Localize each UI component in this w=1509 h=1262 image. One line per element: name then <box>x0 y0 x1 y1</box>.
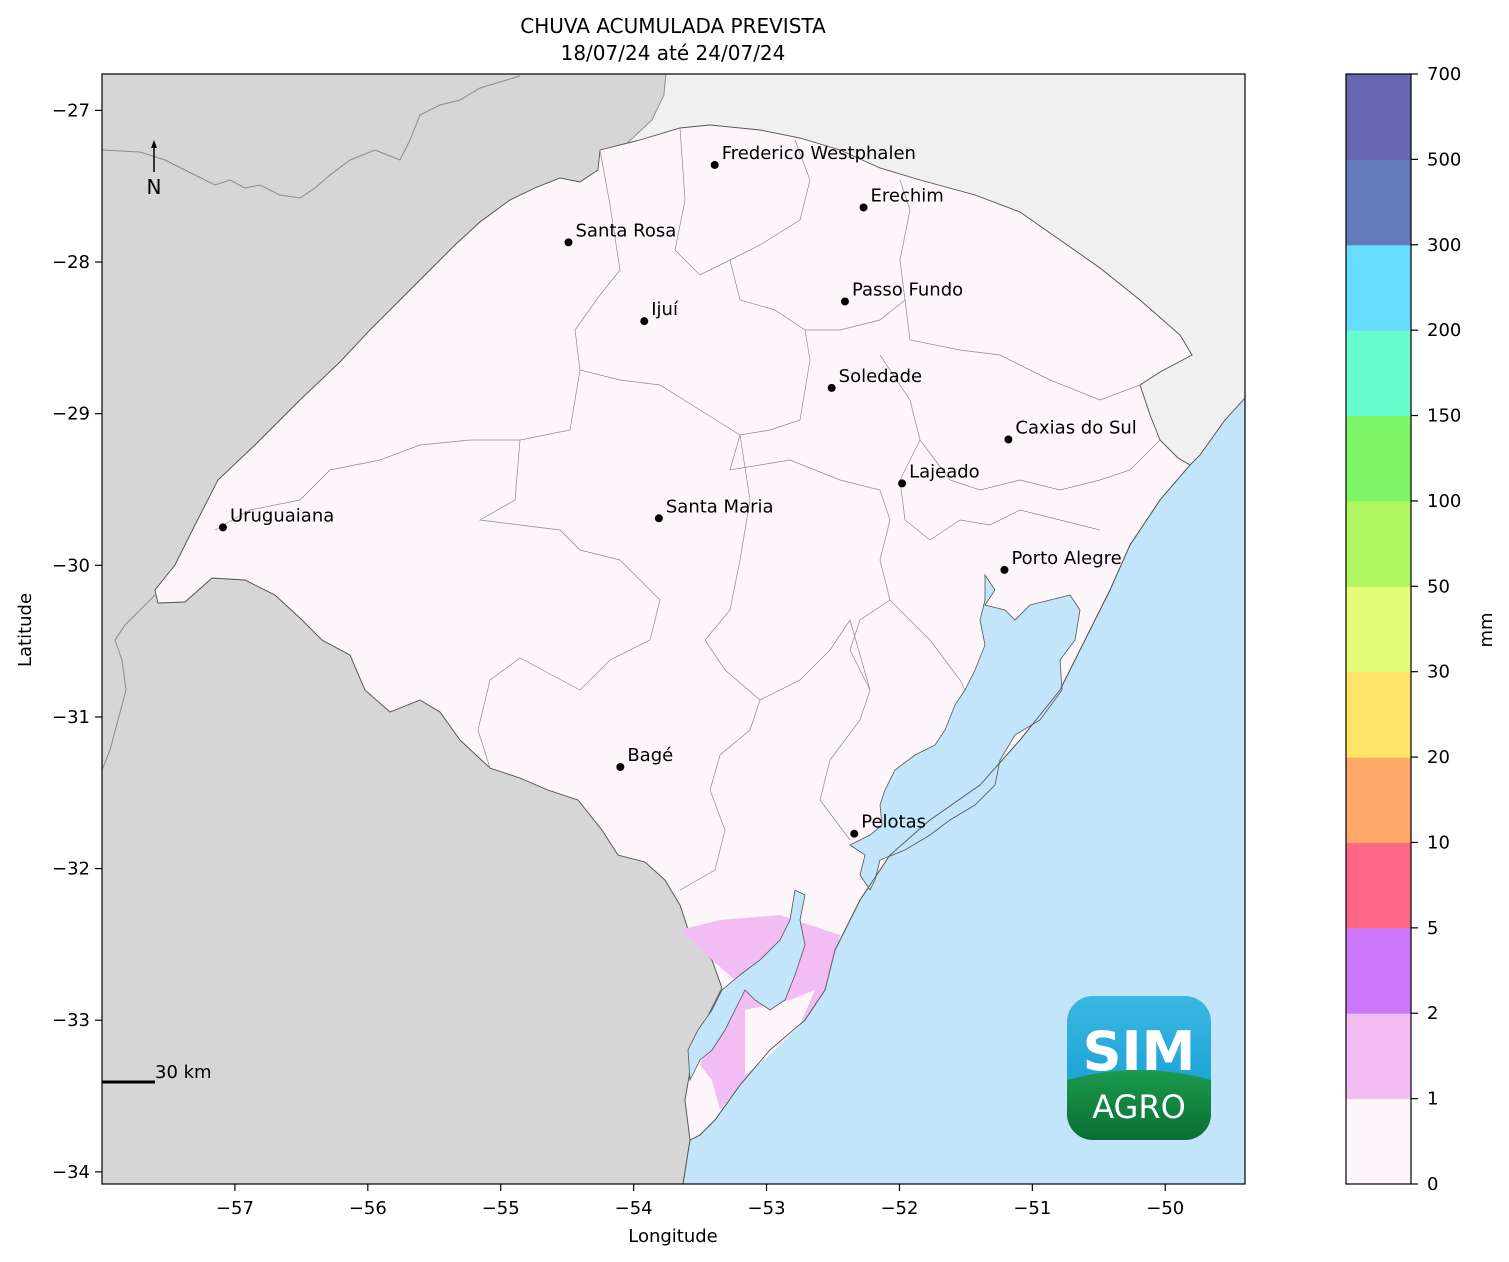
city-marker <box>564 238 573 247</box>
y-tick-label: −31 <box>52 707 90 728</box>
city-label: Pelotas <box>861 812 926 833</box>
rain-gap-south <box>745 990 815 1075</box>
city-label: Ijuí <box>651 299 679 320</box>
x-tick-label: −51 <box>1013 1198 1051 1219</box>
city-label: Erechim <box>871 185 944 206</box>
colorbar-tick-label: 5 <box>1427 918 1438 939</box>
x-tick-label: −52 <box>880 1198 918 1219</box>
city-label: Uruguaiana <box>230 505 334 526</box>
y-axis-ticks: −27 −28 −29 −30 −31 −32 −33 −34 <box>52 100 102 1183</box>
colorbar-label: mm <box>1476 612 1497 647</box>
colorbar-segment <box>1346 330 1411 417</box>
coastline <box>682 397 1245 1184</box>
city-label: Passo Fundo <box>852 279 963 300</box>
city-marker <box>859 203 868 212</box>
x-tick-label: −55 <box>482 1198 520 1219</box>
city-marker <box>850 829 859 838</box>
city-label: Bagé <box>627 745 673 766</box>
map-title-line1: CHUVA ACUMULADA PREVISTA <box>520 14 826 38</box>
y-tick-label: −32 <box>52 859 90 880</box>
city-label: Frederico Westphalen <box>722 143 916 164</box>
colorbar-tick-label: 300 <box>1427 235 1461 256</box>
colorbar-segment <box>1346 1098 1411 1185</box>
colorbar-frame <box>1345 73 1412 1185</box>
city-label: Santa Maria <box>666 496 774 517</box>
x-tick-label: −57 <box>216 1198 254 1219</box>
city-marker <box>640 317 649 326</box>
city-label: Soledade <box>839 366 922 387</box>
lagoa-mirim <box>687 889 806 1082</box>
colorbar-tick-label: 200 <box>1427 320 1461 341</box>
north-arrow: N <box>147 140 162 199</box>
colorbar-tick-label: 150 <box>1427 406 1461 427</box>
x-axis-ticks: −57 −56 −55 −54 −53 −52 −51 −50 <box>216 1184 1184 1219</box>
y-tick-label: −33 <box>52 1010 90 1031</box>
colorbar-tick-label: 2 <box>1427 1003 1438 1024</box>
colorbar-segment <box>1346 159 1411 246</box>
colorbar-segment <box>1346 415 1411 502</box>
city-marker <box>1000 565 1009 574</box>
colorbar-segment <box>1346 74 1411 160</box>
colorbar-tick-label: 100 <box>1427 491 1461 512</box>
cities-layer: Frederico Westphalen Erechim Santa Rosa Pas… <box>218 143 1137 838</box>
y-tick-label: −34 <box>52 1162 90 1183</box>
argentina-river <box>102 75 521 199</box>
colorbar-segment <box>1346 757 1411 843</box>
city-marker <box>898 479 907 488</box>
city-label: Caxias do Sul <box>1015 417 1136 438</box>
colorbar-segment <box>1346 842 1411 929</box>
x-tick-label: −53 <box>748 1198 786 1219</box>
city-marker <box>654 514 663 523</box>
colorbar-segment <box>1346 500 1411 587</box>
y-tick-label: −30 <box>52 555 90 576</box>
city-marker <box>218 523 227 532</box>
colorbar-segment <box>1346 1013 1411 1100</box>
north-arrow-label: N <box>147 175 162 199</box>
colorbar-segment <box>1346 671 1411 758</box>
y-tick-label: −29 <box>52 404 90 425</box>
colorbar-tick-label: 1 <box>1427 1089 1438 1110</box>
y-tick-label: −28 <box>52 252 90 273</box>
city-label: Lajeado <box>909 461 980 482</box>
x-axis-label: Longitude <box>628 1226 718 1247</box>
colorbar-tick-label: 0 <box>1427 1174 1438 1195</box>
city-marker <box>616 762 625 771</box>
x-tick-label: −56 <box>349 1198 387 1219</box>
colorbar: 0 1 2 5 10 20 30 50 100 150 200 300 500 700 <box>1345 64 1461 1195</box>
city-marker <box>710 160 719 169</box>
colorbar-segment <box>1346 244 1411 331</box>
colorbar-tick-label: 500 <box>1427 149 1461 170</box>
x-tick-label: −50 <box>1146 1198 1184 1219</box>
simagro-logo: SIM AGRO <box>1067 996 1211 1140</box>
colorbar-tick-label: 20 <box>1427 747 1450 768</box>
logo-text-agro: AGRO <box>1092 1088 1186 1126</box>
colorbar-tick-label: 30 <box>1427 662 1450 683</box>
uruguay-river <box>102 594 156 771</box>
scale-bar-label: 30 km <box>155 1062 212 1083</box>
city-marker <box>840 297 849 306</box>
rio-grande-do-sul-state <box>154 124 1193 1141</box>
y-axis-label: Latitude <box>15 593 36 667</box>
colorbar-tick-label: 10 <box>1427 832 1450 853</box>
scale-bar: 30 km <box>102 1062 212 1084</box>
x-tick-label: −54 <box>615 1198 653 1219</box>
map-panel: Frederico Westphalen Erechim Santa Rosa Pas… <box>102 74 1245 1184</box>
colorbar-tick-label: 700 <box>1427 64 1461 85</box>
colorbar-segment <box>1346 927 1411 1014</box>
city-label: Porto Alegre <box>1011 548 1121 569</box>
city-marker <box>1004 435 1013 444</box>
colorbar-tick-label: 50 <box>1427 576 1450 597</box>
logo-text-sim: SIM <box>1083 1020 1196 1083</box>
map-axes-frame <box>101 73 1246 1185</box>
city-marker <box>827 383 836 392</box>
map-title-line2: 18/07/24 até 24/07/24 <box>561 41 786 65</box>
city-label: Santa Rosa <box>576 220 677 241</box>
lagoa-dos-patos <box>849 573 1081 891</box>
y-tick-label: −27 <box>52 100 90 121</box>
colorbar-segment <box>1346 586 1411 673</box>
